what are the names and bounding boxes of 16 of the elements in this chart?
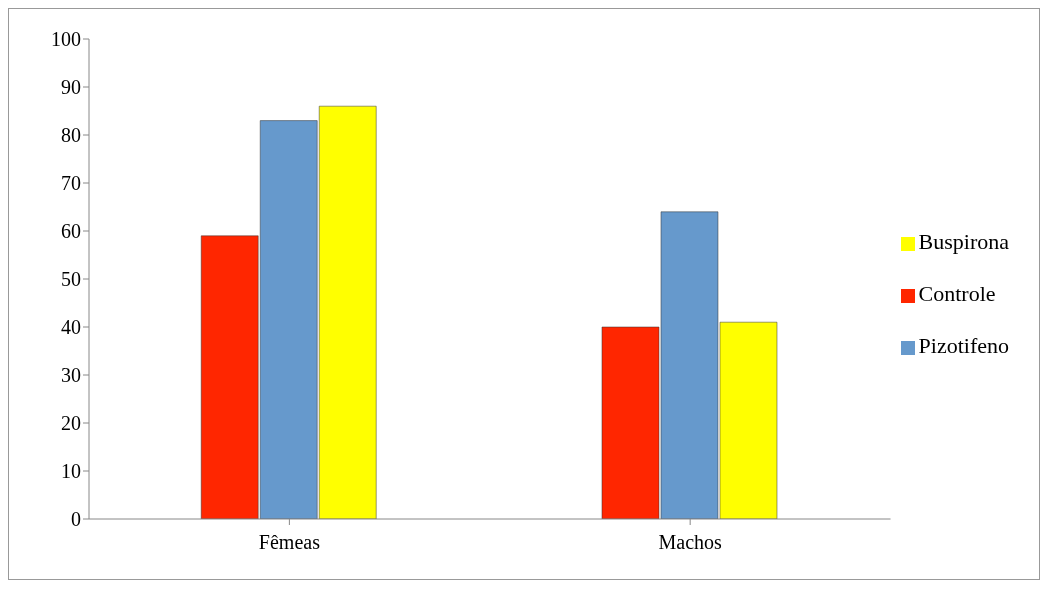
x-tick-label: Machos xyxy=(658,531,723,554)
y-tick-label: 20 xyxy=(61,412,81,435)
legend-label: Pizotifeno xyxy=(918,333,1009,358)
y-tick-label: 10 xyxy=(61,460,81,483)
x-tick-label: Fêmeas xyxy=(258,531,321,554)
y-tick-label: 30 xyxy=(61,364,81,387)
y-tick-label: 90 xyxy=(61,76,81,99)
y-tick-label: 50 xyxy=(61,268,81,291)
y-tick-label: 100 xyxy=(51,28,81,51)
legend-label: Buspirona xyxy=(918,229,1009,254)
y-tick-label: 0 xyxy=(71,508,81,531)
y-tick-label: 60 xyxy=(61,220,81,243)
legend-label: Controle xyxy=(918,281,996,306)
y-tick-label: 80 xyxy=(61,124,81,147)
y-tick-label: 70 xyxy=(61,172,81,195)
y-tick-label: 40 xyxy=(61,316,81,339)
